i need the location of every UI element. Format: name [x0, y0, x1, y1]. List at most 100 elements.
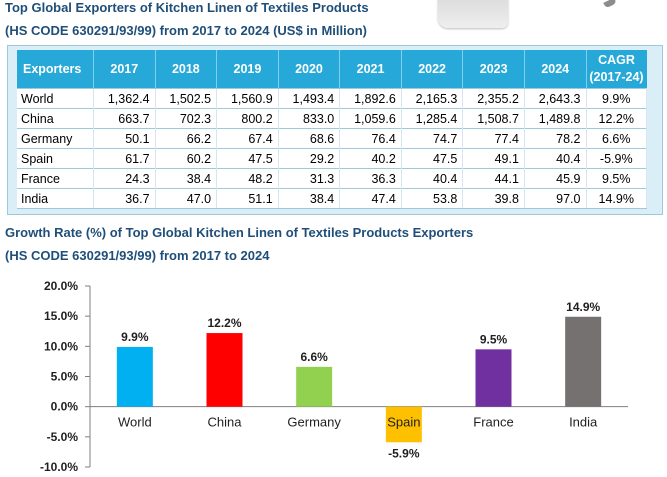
table-row: India 36.7 47.0 51.1 38.4 47.4 53.8 39.8 97.0 14.…: [17, 188, 647, 209]
chart-subtitle: (HS CODE 630291/93/99) from 2017 to 2024: [5, 248, 270, 263]
row-value-cell: 44.1: [462, 168, 525, 189]
row-value-cell: 1,285.4: [401, 108, 464, 129]
row-value-cell: 66.2: [155, 128, 218, 149]
table-row: France 24.3 38.4 48.2 31.3 36.3 40.4 44.1 45.9 9.…: [17, 168, 647, 189]
row-value-cell: 40.2: [339, 148, 402, 169]
header-year: 2021: [339, 50, 402, 89]
y-tick-label: 20.0%: [44, 279, 78, 293]
row-exporter-name: World: [17, 88, 94, 109]
row-value-cell: 48.2: [216, 168, 279, 189]
bar-spain: [385, 406, 422, 443]
row-value-cell: 97.0: [524, 188, 587, 209]
row-exporter-name: Spain: [17, 148, 94, 169]
row-value-cell: 2,165.3: [401, 88, 464, 109]
table-row: Spain 61.7 60.2 47.5 29.2 40.2 47.5 49.1 40.4 -5.…: [17, 148, 647, 169]
row-value-cell: 47.5: [401, 148, 464, 169]
x-category-label: France: [473, 415, 513, 430]
row-value-cell: 67.4: [216, 128, 279, 149]
bar-world: [116, 346, 153, 407]
row-cagr-cell: 6.6%: [586, 128, 647, 149]
row-cagr-cell: 9.9%: [586, 88, 647, 109]
header-cagr-period: (2017-24): [589, 70, 644, 84]
row-value-cell: 45.9: [524, 168, 587, 189]
bar-data-label: 9.5%: [480, 332, 508, 346]
row-value-cell: 39.8: [462, 188, 525, 209]
row-value-cell: 61.7: [93, 148, 156, 169]
row-value-cell: 60.2: [155, 148, 218, 169]
x-category-label: Spain: [387, 415, 420, 430]
x-category-label: Germany: [287, 415, 341, 430]
header-year: 2018: [155, 50, 218, 89]
y-tick-label: -10.0%: [40, 460, 78, 474]
row-value-cell: 47.4: [339, 188, 402, 209]
row-value-cell: 76.4: [339, 128, 402, 149]
header-cagr: CAGR (2017-24): [586, 50, 647, 89]
row-value-cell: 47.0: [155, 188, 218, 209]
table-row: World 1,362.4 1,502.5 1,560.9 1,493.4 1,892.6…: [17, 88, 647, 109]
row-value-cell: 38.4: [155, 168, 218, 189]
row-value-cell: 47.5: [216, 148, 279, 169]
row-value-cell: 1,489.8: [524, 108, 587, 129]
data-table-frame: Exporters 2017 2018 2019 2020 2021 2022 …: [7, 45, 663, 215]
row-value-cell: 40.4: [401, 168, 464, 189]
row-cagr-cell: 14.9%: [586, 188, 647, 209]
row-value-cell: 31.3: [278, 168, 341, 189]
y-tick-label: 15.0%: [44, 309, 78, 323]
y-tick-label: 0.0%: [51, 400, 79, 414]
table-subtitle: (HS CODE 630291/93/99) from 2017 to 2024…: [5, 23, 367, 38]
bar-china: [206, 333, 243, 407]
row-value-cell: 68.6: [278, 128, 341, 149]
row-cagr-cell: -5.9%: [586, 148, 647, 169]
table-body: World 1,362.4 1,502.5 1,560.9 1,493.4 1,892.6…: [17, 88, 647, 209]
growth-rate-chart: 20.0% 15.0% 10.0% 5.0% 0.0% -5.0% -10.0% 9.9% Wo…: [40, 279, 628, 474]
table-title: Top Global Exporters of Kitchen Linen of…: [5, 0, 369, 15]
bar-france: [475, 349, 512, 407]
y-tick-label: -5.0%: [47, 430, 79, 444]
row-value-cell: 40.4: [524, 148, 587, 169]
row-value-cell: 77.4: [462, 128, 525, 149]
row-value-cell: 29.2: [278, 148, 341, 169]
row-value-cell: 24.3: [93, 168, 156, 189]
row-value-cell: 53.8: [401, 188, 464, 209]
row-value-cell: 1,892.6: [339, 88, 402, 109]
row-value-cell: 1,508.7: [462, 108, 525, 129]
bar-data-label: 12.2%: [207, 316, 241, 330]
row-value-cell: 1,560.9: [216, 88, 279, 109]
bar-data-label: 6.6%: [300, 350, 328, 364]
x-category-label: China: [208, 415, 243, 430]
header-year: 2019: [216, 50, 279, 89]
row-exporter-name: India: [17, 188, 94, 209]
table-header-row: Exporters 2017 2018 2019 2020 2021 2022 …: [17, 50, 647, 89]
header-year: 2023: [462, 50, 525, 89]
header-year: 2024: [524, 50, 587, 89]
row-exporter-name: France: [17, 168, 94, 189]
x-category-label: World: [118, 415, 152, 430]
bar-data-label: 9.9%: [121, 330, 149, 344]
row-value-cell: 50.1: [93, 128, 156, 149]
row-cagr-cell: 12.2%: [586, 108, 647, 129]
bar-india: [565, 316, 602, 407]
row-value-cell: 1,059.6: [339, 108, 402, 129]
header-year: 2022: [401, 50, 464, 89]
bar-data-label: 14.9%: [566, 300, 600, 314]
kitchen-towel-icon: [438, 0, 508, 28]
y-tick-label: 10.0%: [44, 339, 78, 353]
table-row: China 663.7 702.3 800.2 833.0 1,059.6 1,285.4 1…: [17, 108, 647, 129]
row-value-cell: 800.2: [216, 108, 279, 129]
utensil-icon: [603, 0, 617, 9]
table-row: Germany 50.1 66.2 67.4 68.6 76.4 74.7 77.4 78.2 6…: [17, 128, 647, 149]
row-value-cell: 1,362.4: [93, 88, 156, 109]
header-cagr-label: CAGR: [598, 53, 635, 67]
row-value-cell: 1,502.5: [155, 88, 218, 109]
row-value-cell: 49.1: [462, 148, 525, 169]
header-exporters: Exporters: [17, 50, 94, 89]
x-category-label: India: [569, 415, 598, 430]
row-value-cell: 2,643.3: [524, 88, 587, 109]
row-exporter-name: China: [17, 108, 94, 129]
header-year: 2020: [278, 50, 341, 89]
row-cagr-cell: 9.5%: [586, 168, 647, 189]
row-value-cell: 1,493.4: [278, 88, 341, 109]
row-value-cell: 38.4: [278, 188, 341, 209]
row-value-cell: 74.7: [401, 128, 464, 149]
row-value-cell: 663.7: [93, 108, 156, 129]
